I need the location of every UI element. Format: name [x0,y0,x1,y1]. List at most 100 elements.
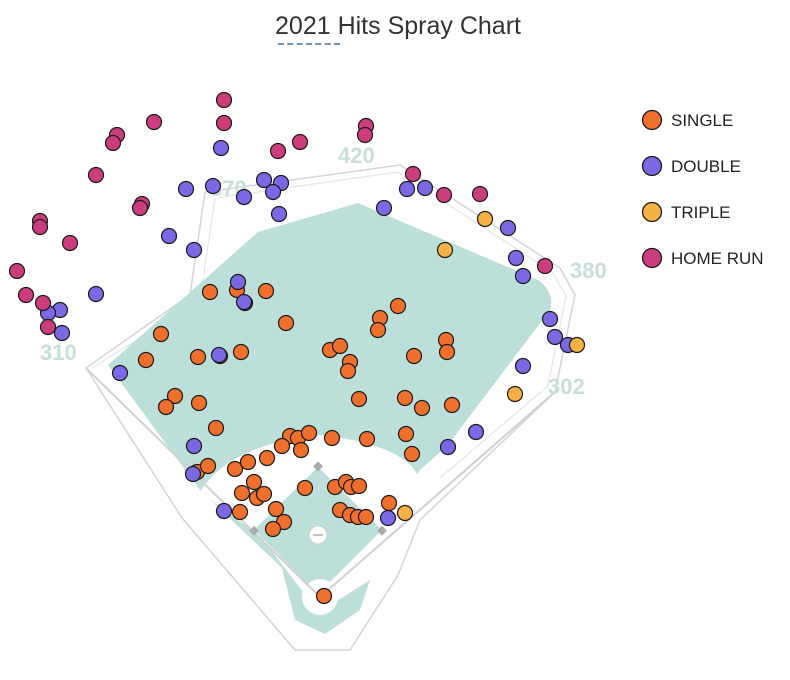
title-underline [278,43,340,45]
single-point-32 [292,441,310,459]
double-point-1 [177,180,195,198]
single-point-33 [323,429,341,447]
single-point-5 [389,297,407,315]
double-point-32 [467,423,485,441]
single-point-59 [380,494,398,512]
triple-point-3 [506,385,524,403]
legend-marker-triple [641,201,663,223]
home-run-point-17 [61,234,79,252]
home-run-point-19 [17,286,35,304]
single-point-10 [189,348,207,366]
home-run-point-5 [87,166,105,184]
single-point-35 [397,425,415,443]
single-point-8 [152,325,170,343]
legend-label-home-run: HOME RUN [671,249,764,268]
legend-marker-home-run [641,247,663,269]
single-point-51 [231,503,249,521]
home-run-point-0 [215,91,233,109]
single-point-12 [232,343,250,361]
double-point-25 [514,357,532,375]
double-point-0 [212,139,230,157]
double-point-20 [507,249,525,267]
single-point-39 [226,460,244,478]
single-point-60 [315,587,333,605]
single-point-43 [245,473,263,491]
triple-point-0 [476,210,494,228]
double-point-31 [439,438,457,456]
single-point-34 [358,430,376,448]
single-point-30 [300,424,318,442]
double-point-10 [87,285,105,303]
single-point-16 [339,362,357,380]
home-run-point-13 [435,186,453,204]
home-run-point-20 [34,294,52,312]
single-point-9 [137,351,155,369]
single-point-52 [267,500,285,518]
home-run-point-18 [8,262,26,280]
single-point-40 [239,453,257,471]
second-base [313,461,323,472]
double-point-29 [184,465,202,483]
single-point-24 [396,389,414,407]
double-point-17 [398,180,416,198]
single-point-26 [443,396,461,414]
triple-point-1 [436,241,454,259]
home-run-point-9 [291,133,309,151]
single-point-50 [350,477,368,495]
single-point-27 [207,419,225,437]
triple-point-4 [396,504,414,522]
single-point-22 [190,394,208,412]
double-point-2 [204,177,222,195]
home-run-point-1 [215,114,233,132]
double-point-3 [235,188,253,206]
home-run-point-22 [536,257,554,275]
single-point-42 [233,484,251,502]
double-point-30 [215,502,233,520]
single-point-23 [350,390,368,408]
single-point-45 [255,485,273,503]
left-foul-line [85,367,321,598]
distance-label-310: 310 [40,340,77,365]
double-point-12 [235,293,253,311]
home-run-point-2 [145,113,163,131]
home-run-point-21 [39,318,57,336]
legend-marker-double [641,155,663,177]
double-point-21 [514,267,532,285]
chart-title: 2021 Hits Spray Chart [275,12,521,40]
double-point-19 [499,219,517,237]
double-point-8 [160,227,178,245]
double-point-18 [416,179,434,197]
double-point-23 [546,328,564,346]
single-point-19 [438,343,456,361]
single-point-36 [403,445,421,463]
home-run-point-14 [471,185,489,203]
home-run-point-11 [356,126,374,144]
legend-label-single: SINGLE [671,111,733,130]
single-point-38 [199,457,217,475]
double-point-4 [255,171,273,189]
home-run-point-8 [269,142,287,160]
home-run-point-12 [404,165,422,183]
legend: SINGLE DOUBLE TRIPLE HOME RUN [641,109,764,269]
single-point-54 [264,520,282,538]
double-point-16 [375,199,393,217]
double-point-6 [264,183,282,201]
outfield-grass [108,203,552,634]
single-point-58 [357,508,375,526]
home-run-point-7 [131,199,149,217]
single-point-14 [331,337,349,355]
single-point-20 [166,387,184,405]
single-point-4 [277,314,295,332]
right-foul-line [319,391,556,598]
single-point-31 [273,437,291,455]
home-run-point-4 [104,134,122,152]
single-point-17 [405,347,423,365]
single-point-0 [201,283,219,301]
double-point-11 [229,273,247,291]
home-run-point-16 [31,218,49,236]
double-point-28 [185,437,203,455]
legend-marker-single [641,109,663,131]
double-point-27 [210,346,228,364]
single-point-7 [369,321,387,339]
